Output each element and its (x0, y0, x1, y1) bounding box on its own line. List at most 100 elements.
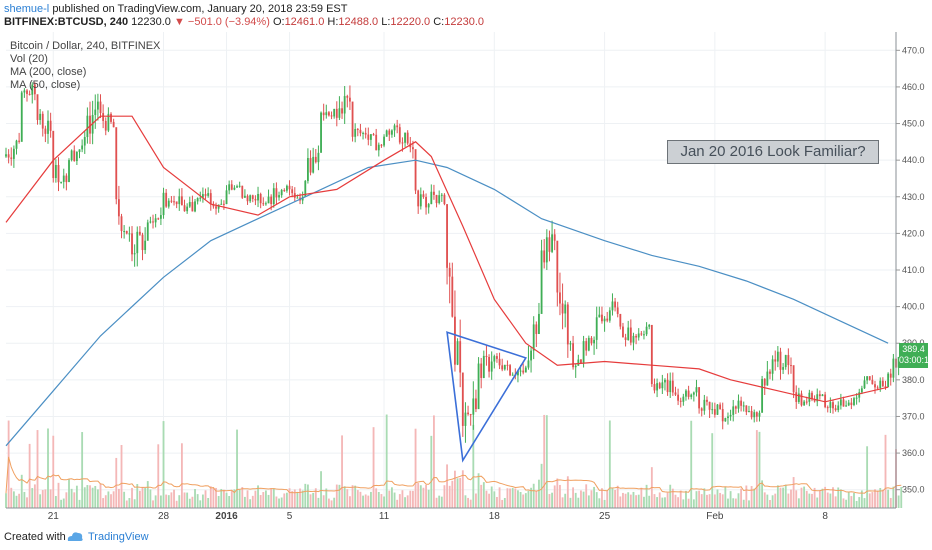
volume-bar (776, 485, 779, 508)
candle-body (682, 396, 685, 402)
legend-vol[interactable]: Vol (20) (10, 53, 48, 65)
volume-bar (490, 486, 493, 508)
high-value: 12488.0 (338, 16, 379, 28)
volume-bar (690, 420, 693, 508)
candle-body (488, 357, 490, 372)
volume-bar (370, 491, 372, 508)
candle-body (314, 156, 317, 163)
candle-body (708, 401, 711, 410)
candle-body (359, 129, 362, 134)
candle-body (480, 363, 483, 378)
volume-bar (671, 488, 674, 508)
volume-bar (409, 490, 412, 508)
volume-bar (522, 494, 525, 508)
volume-bar (406, 495, 409, 508)
candle-body (564, 304, 567, 314)
candle-body (18, 140, 21, 142)
volume-bar (616, 485, 619, 508)
volume-bar (264, 490, 267, 508)
volume-bar (811, 493, 813, 508)
legend-title[interactable]: Bitcoin / Dollar, 240, BITFINEX (10, 40, 161, 52)
volume-bar (454, 470, 456, 508)
x-tick-label: Feb (706, 511, 724, 522)
volume-bar (889, 497, 892, 508)
volume-bar (144, 487, 147, 508)
candle-body (816, 394, 819, 402)
candle-body (475, 398, 477, 410)
candle-body (456, 341, 459, 365)
symbol-name[interactable]: BITFINEX:BTCUSD, 240 (4, 16, 129, 28)
candle-body (553, 234, 556, 241)
legend-ma200[interactable]: MA (200, close) (10, 66, 87, 78)
candle-body (312, 156, 315, 173)
candle-body (727, 416, 729, 419)
volume-bar (317, 497, 320, 508)
candle-body (296, 197, 299, 199)
volume-bar (320, 471, 322, 508)
volume-bar (354, 485, 357, 508)
volume-bar (755, 430, 758, 508)
candle-body (131, 233, 133, 255)
candle-body (758, 412, 761, 417)
annotation-label[interactable]: Jan 20 2016 Look Familiar? (667, 140, 879, 164)
candle-body (490, 361, 493, 372)
candle-body (138, 231, 141, 235)
price-chart[interactable]: 350.0360.0370.0380.0390.0400.0410.0420.0… (0, 30, 932, 524)
legend-ma50[interactable]: MA (50, close) (10, 79, 81, 91)
volume-bar (482, 482, 485, 508)
candle-body (606, 318, 609, 321)
volume-bar (842, 498, 845, 508)
candle-body (818, 394, 821, 397)
candle-body (787, 355, 790, 366)
volume-bar (627, 492, 630, 508)
volume-bar (766, 494, 769, 508)
volume-bar (314, 488, 317, 508)
candle-body (766, 371, 769, 386)
candle-body (572, 343, 574, 368)
tradingview-brand-link[interactable]: TradingView (88, 531, 149, 543)
volume-bar (419, 485, 422, 508)
candle-body (236, 186, 238, 188)
low-value: 12220.0 (390, 16, 431, 28)
candle-body (637, 333, 640, 338)
candle-body (745, 405, 748, 413)
volume-bar (874, 489, 876, 508)
volume-bar (530, 487, 532, 508)
candle-body (54, 164, 57, 179)
author-link[interactable]: shemue-l (4, 3, 50, 15)
x-tick-label: 25 (599, 511, 611, 522)
candle-body (241, 185, 244, 198)
candle-body (847, 402, 850, 406)
volume-bar (664, 497, 666, 508)
candle-body (763, 378, 766, 386)
candle-body (115, 127, 118, 200)
volume-bar (267, 494, 270, 508)
candle-body (608, 310, 611, 321)
volume-bar (569, 497, 572, 508)
volume-bar (669, 484, 672, 508)
volume-bar (136, 484, 139, 508)
last-price-tag-value: 389.4 (902, 344, 925, 354)
volume-bar (524, 493, 527, 508)
candle-body (186, 206, 189, 212)
volume-bar (372, 427, 375, 508)
volume-bar (900, 487, 903, 508)
y-tick-label: 420.0 (902, 228, 925, 238)
volume-bar (839, 489, 842, 508)
candle-body (233, 187, 236, 190)
volume-bar (779, 487, 782, 508)
candle-body (826, 407, 829, 409)
candle-body (732, 406, 735, 415)
volume-bar (467, 497, 469, 508)
volume-bar (335, 484, 338, 508)
publish-info: published on TradingView.com, January 20… (52, 3, 348, 15)
candle-body (653, 384, 656, 391)
candle-body (419, 194, 422, 207)
volume-bar (488, 493, 490, 508)
volume-bar (593, 486, 596, 508)
volume-bar (868, 493, 871, 508)
candle-body (753, 412, 756, 418)
candle-body (616, 307, 619, 314)
volume-bar (606, 491, 609, 508)
volume-bar (734, 498, 737, 508)
